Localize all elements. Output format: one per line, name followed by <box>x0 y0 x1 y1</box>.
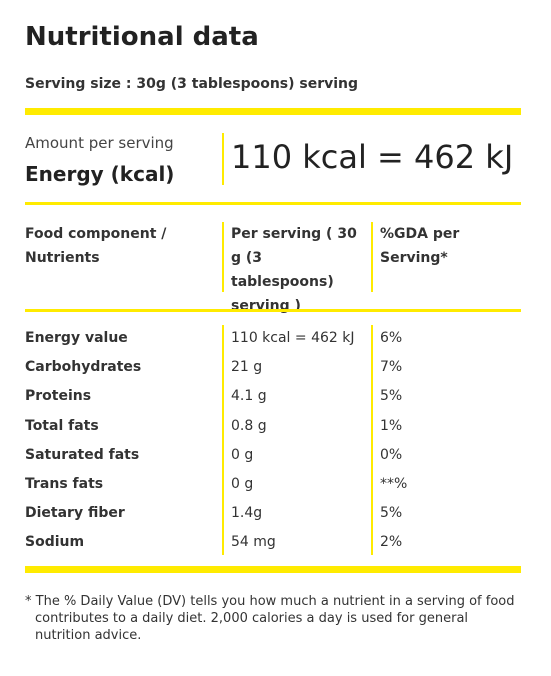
table-cell: 0% <box>380 446 403 463</box>
table-cell: 1.4g <box>231 505 263 522</box>
table-cell: Energy value <box>25 330 128 346</box>
divider <box>25 108 521 115</box>
divider <box>222 133 224 185</box>
table-cell: Total fats <box>25 417 99 434</box>
table-cell: 6% <box>380 330 403 346</box>
column-header: Food component / Nutrients <box>25 226 167 266</box>
table-cell: 0 g <box>231 476 254 492</box>
table-cell: **% <box>380 476 408 492</box>
table-cell: 54 mg <box>231 534 276 551</box>
footnote: * The % Daily Value (DV) tells you how m… <box>25 594 515 643</box>
divider <box>25 309 521 312</box>
divider <box>25 202 521 205</box>
energy-label: Energy (kcal) <box>25 162 175 186</box>
table-cell: Proteins <box>25 388 92 405</box>
amount-label: Amount per serving <box>25 134 174 152</box>
serving-size: Serving size : 30g (3 tablespoons) servi… <box>25 76 359 92</box>
table-cell: 5% <box>380 388 403 405</box>
title: Nutritional data <box>25 22 259 52</box>
table-cell: 4.1 g <box>231 388 267 405</box>
table-cell: 0.8 g <box>231 417 267 434</box>
table-cell: Trans fats <box>25 476 104 492</box>
divider <box>222 325 224 555</box>
divider <box>25 566 521 573</box>
table-cell: 110 kcal = 462 kJ <box>231 330 355 346</box>
table-cell: 2% <box>380 534 403 551</box>
table-cell: Sodium <box>25 534 85 551</box>
table-cell: 1% <box>380 417 403 434</box>
divider <box>371 325 373 555</box>
table-cell: 5% <box>380 505 403 522</box>
table-cell: Saturated fats <box>25 446 140 463</box>
energy-value: 110 kcal = 462 kJ <box>231 138 514 176</box>
table-cell: 7% <box>380 359 403 376</box>
divider <box>371 222 373 292</box>
divider <box>222 222 224 292</box>
table-cell: Dietary fiber <box>25 505 125 522</box>
column-header: Per serving ( 30 g (3 tablespoons) servi… <box>231 226 357 314</box>
table-cell: Carbohydrates <box>25 359 142 376</box>
table-cell: 21 g <box>231 359 263 376</box>
column-header: %GDA per Serving* <box>380 226 460 266</box>
table-cell: 0 g <box>231 446 254 463</box>
